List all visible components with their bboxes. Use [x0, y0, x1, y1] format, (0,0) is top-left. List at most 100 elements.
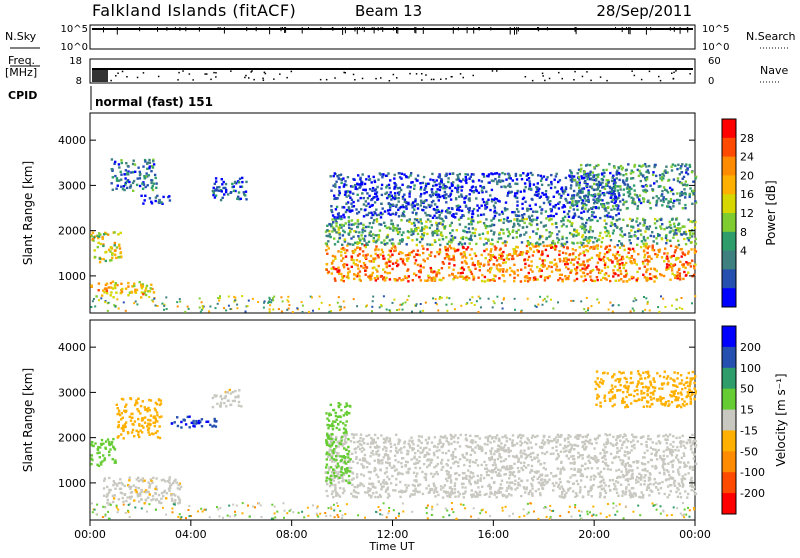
scatter-cell [425, 487, 427, 489]
scatter-cell [397, 187, 399, 189]
scatter-cell [620, 165, 622, 167]
scatter-cell [682, 192, 684, 194]
scatter-cell [401, 173, 403, 175]
nave-dot [253, 79, 255, 81]
scatter-cell [512, 229, 514, 231]
scatter-cell [451, 214, 453, 216]
scatter-cell [493, 274, 495, 276]
scatter-cell [138, 500, 140, 502]
scatter-cell [643, 250, 645, 252]
scatter-cell [115, 483, 117, 485]
scatter-cell [583, 210, 585, 212]
scatter-cell [302, 311, 304, 313]
scatter-cell [528, 180, 530, 182]
scatter-cell [504, 173, 506, 175]
scatter-cell [485, 436, 487, 438]
scatter-cell [474, 252, 476, 254]
scatter-cell [520, 437, 522, 439]
scatter-cell [683, 271, 685, 273]
scatter-cell [580, 217, 582, 219]
scatter-cell [129, 416, 131, 418]
scatter-cell [508, 477, 510, 479]
scatter-cell [448, 195, 450, 197]
scatter-cell [661, 223, 663, 225]
scatter-cell [494, 248, 496, 250]
scatter-cell [383, 276, 385, 278]
scatter-cell [438, 269, 440, 271]
scatter-cell [228, 296, 230, 298]
scatter-cell [389, 255, 391, 257]
scatter-cell [438, 199, 440, 201]
scatter-cell [564, 275, 566, 277]
scatter-cell [509, 267, 511, 269]
scatter-cell [136, 184, 138, 186]
scatter-cell [574, 474, 576, 476]
scatter-cell [355, 231, 357, 233]
scatter-cell [224, 187, 226, 189]
scatter-cell [417, 174, 419, 176]
scatter-cell [326, 229, 328, 231]
scatter-cell [581, 207, 583, 209]
scatter-cell [508, 231, 510, 233]
scatter-cell [614, 246, 616, 248]
scatter-cell [490, 230, 492, 232]
scatter-cell [489, 209, 491, 211]
scatter-cell [545, 193, 547, 195]
scatter-cell [629, 218, 631, 220]
scatter-cell [682, 207, 684, 209]
scatter-cell [150, 179, 152, 181]
scatter-cell [561, 243, 563, 245]
scatter-cell [502, 274, 504, 276]
scatter-cell [636, 208, 638, 210]
scatter-cell [690, 248, 692, 250]
scatter-cell [576, 272, 578, 274]
scatter-cell [456, 229, 458, 231]
scatter-cell [441, 218, 443, 220]
scatter-cell [572, 194, 574, 196]
scatter-cell [114, 161, 116, 163]
scatter-cell [557, 241, 559, 243]
scatter-cell [642, 189, 644, 191]
scatter-cell [462, 247, 464, 249]
scatter-cell [341, 244, 343, 246]
scatter-cell [454, 236, 456, 238]
scatter-cell [598, 181, 600, 183]
scatter-cell [625, 463, 627, 465]
scatter-cell [192, 425, 194, 427]
scatter-cell [119, 478, 121, 480]
scatter-cell [349, 270, 351, 272]
scatter-cell [333, 237, 335, 239]
scatter-cell [511, 211, 513, 213]
scatter-cell [547, 184, 549, 186]
scatter-cell [685, 163, 687, 165]
scatter-cell [129, 496, 131, 498]
scatter-cell [564, 263, 566, 265]
scatter-cell [148, 486, 150, 488]
scatter-cell [394, 195, 396, 197]
scatter-cell [383, 239, 385, 241]
scatter-cell [691, 260, 693, 262]
scatter-cell [353, 250, 355, 252]
scatter-cell [576, 181, 578, 183]
scatter-cell [156, 420, 158, 422]
scatter-cell [418, 276, 420, 278]
scatter-cell [660, 219, 662, 221]
scatter-cell [156, 498, 158, 500]
scatter-cell [653, 240, 655, 242]
scatter-cell [573, 229, 575, 231]
scatter-cell [661, 238, 663, 240]
scatter-cell [380, 203, 382, 205]
scatter-cell [531, 270, 533, 272]
scatter-cell [338, 212, 340, 214]
scatter-cell [554, 179, 556, 181]
scatter-cell [649, 277, 651, 279]
scatter-cell [636, 271, 638, 273]
scatter-cell [337, 445, 339, 447]
scatter-cell [150, 284, 152, 286]
scatter-cell [527, 447, 529, 449]
scatter-cell [114, 448, 116, 450]
scatter-cell [444, 246, 446, 248]
scatter-cell [114, 254, 116, 256]
scatter-cell [392, 229, 394, 231]
scatter-cell [395, 262, 397, 264]
